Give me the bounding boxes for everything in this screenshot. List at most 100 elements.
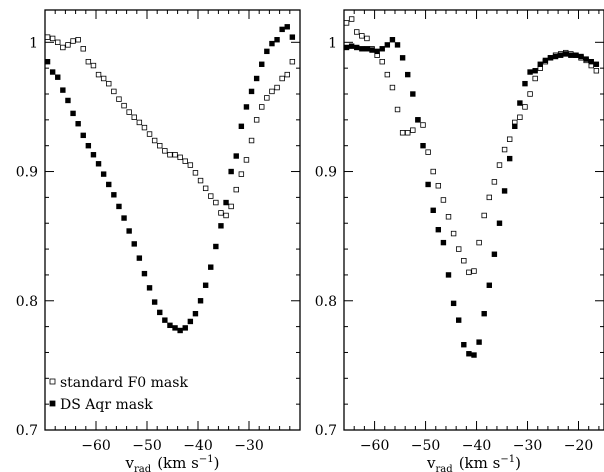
x-tick-label: −60 (360, 438, 390, 454)
x-axis-title-close: ) (515, 454, 521, 472)
ds-aqr-mask-point (131, 241, 137, 247)
ds-aqr-mask-point (233, 153, 239, 159)
ds-aqr-mask-point (111, 192, 117, 198)
ds-aqr-mask-point (354, 44, 360, 51)
x-tick-label: −30 (513, 438, 543, 454)
x-axis-title-sup: −1 (199, 454, 214, 465)
standard-f0-mask-point (274, 84, 280, 91)
standard-f0-mask-point (486, 194, 492, 201)
ds-aqr-mask-point (167, 322, 173, 329)
standard-f0-mask-point (218, 210, 224, 216)
ds-aqr-mask-point (65, 97, 71, 104)
standard-f0-mask-point (284, 71, 290, 78)
ds-aqr-mask-point (146, 285, 153, 291)
ds-aqr-mask-point (394, 42, 401, 48)
ds-aqr-mask-point (389, 37, 396, 43)
ds-aqr-mask-point (420, 142, 426, 149)
ds-aqr-mask-point (410, 91, 416, 97)
ds-aqr-mask-point (80, 132, 86, 139)
x-axis-title-main: v (125, 454, 135, 472)
x-tick-label: −40 (183, 438, 213, 454)
ds-aqr-mask-point (243, 104, 250, 110)
legend-label-ds-aqr: DS Aqr mask (60, 397, 153, 413)
standard-f0-mask-point (389, 84, 396, 91)
ds-aqr-mask-point (542, 57, 549, 64)
ds-aqr-mask-point (583, 56, 589, 62)
ds-aqr-mask-point (202, 282, 209, 288)
ds-aqr-mask-point (481, 310, 487, 317)
standard-f0-mask-point (192, 170, 199, 176)
ds-aqr-mask-point (522, 80, 528, 87)
ds-aqr-mask-point (471, 352, 477, 358)
ds-aqr-mask-point (506, 155, 513, 162)
ds-aqr-mask-point (197, 298, 204, 304)
standard-f0-mask-point (208, 193, 214, 199)
standard-f0-mask-point (106, 80, 112, 87)
standard-f0-mask-point (405, 130, 411, 136)
ds-aqr-mask-point (264, 48, 270, 55)
ds-aqr-mask-point (75, 121, 81, 127)
standard-f0-mask-point (100, 75, 107, 82)
ds-aqr-mask-point (537, 61, 543, 67)
ds-aqr-mask-point (157, 309, 163, 316)
ds-aqr-mask-point (100, 171, 107, 177)
ds-aqr-mask-point (344, 44, 350, 51)
ds-aqr-mask-point (192, 310, 199, 317)
ds-aqr-mask-point (450, 300, 457, 307)
standard-f0-mask-point (157, 142, 163, 149)
ds-aqr-mask-point (95, 161, 102, 167)
standard-f0-mask-point (344, 20, 350, 26)
ds-aqr-mask-point (374, 48, 380, 55)
ds-aqr-mask-point (476, 339, 482, 345)
ds-aqr-mask-point (461, 342, 467, 348)
standard-f0-mask-point (213, 199, 219, 206)
x-tick-label: −20 (564, 438, 594, 454)
x-tick-label: −60 (81, 438, 111, 454)
standard-f0-mask-point (202, 185, 209, 192)
ds-aqr-mask-point (517, 100, 523, 106)
ds-aqr-mask-point (223, 199, 229, 206)
ds-aqr-mask-point (121, 215, 127, 221)
ds-aqr-mask-point (213, 243, 219, 250)
standard-f0-mask-point (116, 96, 122, 102)
x-tick-label: −30 (234, 438, 264, 454)
ds-aqr-mask-point (238, 123, 245, 130)
standard-f0-mask-point (501, 146, 508, 153)
ds-aqr-mask-point (563, 51, 569, 57)
data-points (344, 16, 600, 358)
ds-aqr-mask-point (85, 142, 92, 149)
ds-aqr-mask-point (126, 228, 132, 234)
ds-aqr-mask-point (284, 24, 290, 30)
standard-f0-mask-point (354, 29, 360, 35)
standard-f0-mask-point (450, 230, 457, 237)
standard-f0-mask-point (379, 58, 385, 65)
standard-f0-mask-point (75, 37, 81, 43)
x-tick-label: −40 (462, 438, 492, 454)
y-tick-label: 0.9 (16, 165, 38, 181)
standard-f0-mask-point (532, 75, 538, 82)
standard-f0-mask-point (253, 117, 260, 123)
standard-f0-mask-point (187, 162, 194, 168)
standard-f0-mask-point (95, 71, 102, 78)
standard-f0-mask-point (399, 130, 406, 136)
y-tick-label: 0.9 (315, 165, 337, 181)
standard-f0-mask-point (461, 258, 467, 264)
standard-f0-mask-point (471, 268, 477, 274)
plot-frame (44, 9, 301, 431)
ds-aqr-mask-point (218, 223, 224, 229)
data-points (45, 24, 296, 334)
standard-f0-mask-point (527, 91, 533, 97)
ds-aqr-mask-point (384, 42, 391, 48)
legend: standard F0 mask DS Aqr mask (49, 375, 188, 413)
standard-f0-mask-point (522, 104, 528, 110)
legend-marker-ds-aqr (49, 400, 56, 407)
y-tick-label-floor: 0.7 (315, 423, 337, 439)
standard-f0-mask-point (121, 102, 127, 109)
ds-aqr-mask-point (466, 351, 472, 357)
standard-f0-mask-point (289, 58, 296, 65)
ds-aqr-mask-point (491, 251, 498, 257)
standard-f0-mask-point (131, 114, 137, 120)
standard-f0-mask-point (476, 239, 482, 246)
y-tick-label: 1 (328, 35, 337, 51)
standard-f0-mask-point (481, 212, 487, 219)
